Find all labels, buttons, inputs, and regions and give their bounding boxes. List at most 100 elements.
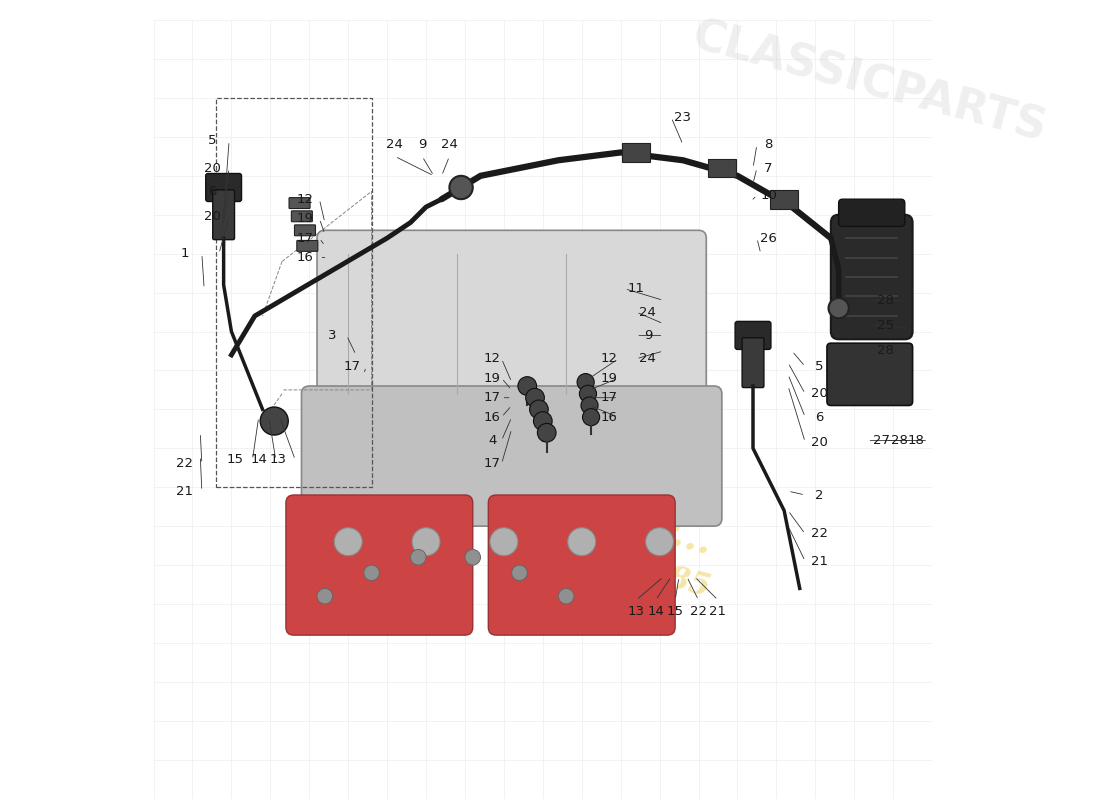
Text: 26: 26 — [760, 232, 777, 245]
Text: 14: 14 — [250, 454, 267, 466]
Text: 6: 6 — [815, 410, 824, 424]
Text: 28: 28 — [877, 294, 894, 307]
Circle shape — [538, 423, 556, 442]
Text: 20: 20 — [811, 387, 827, 400]
Text: 20: 20 — [811, 435, 827, 449]
Circle shape — [568, 528, 596, 556]
Text: 24: 24 — [639, 306, 657, 318]
Text: 28: 28 — [891, 434, 908, 447]
Circle shape — [465, 550, 481, 565]
Text: 20: 20 — [204, 162, 220, 174]
Text: 8: 8 — [764, 138, 773, 151]
Text: 21: 21 — [176, 485, 194, 498]
Circle shape — [578, 374, 594, 390]
Text: 11: 11 — [628, 282, 645, 295]
Circle shape — [317, 589, 332, 604]
Text: 14: 14 — [647, 606, 664, 618]
Text: 19: 19 — [484, 372, 500, 385]
Text: 24: 24 — [639, 352, 657, 366]
Text: 1: 1 — [180, 247, 189, 260]
FancyBboxPatch shape — [289, 198, 310, 209]
Text: 10: 10 — [760, 189, 777, 202]
Text: 9: 9 — [418, 138, 427, 151]
Circle shape — [512, 565, 527, 581]
FancyBboxPatch shape — [206, 174, 242, 202]
FancyBboxPatch shape — [212, 190, 234, 240]
Text: 22: 22 — [690, 606, 707, 618]
FancyBboxPatch shape — [838, 199, 905, 226]
Text: 7: 7 — [764, 162, 773, 174]
Text: 21: 21 — [811, 554, 827, 568]
FancyBboxPatch shape — [297, 241, 318, 251]
Circle shape — [412, 528, 440, 556]
Circle shape — [518, 377, 537, 395]
Circle shape — [581, 397, 598, 414]
FancyBboxPatch shape — [295, 225, 316, 236]
Text: 19: 19 — [601, 372, 617, 385]
Text: since 1985: since 1985 — [528, 526, 714, 604]
Circle shape — [583, 409, 600, 426]
Text: 23: 23 — [674, 111, 692, 124]
Text: 25: 25 — [877, 318, 894, 332]
Text: 16: 16 — [484, 410, 500, 424]
Text: 17: 17 — [297, 232, 313, 245]
Circle shape — [410, 550, 426, 565]
Text: 24: 24 — [386, 138, 404, 151]
Text: 6: 6 — [208, 185, 216, 198]
Bar — [623, 143, 650, 162]
Text: 17: 17 — [601, 391, 617, 404]
Circle shape — [334, 528, 362, 556]
Text: 5: 5 — [815, 360, 824, 373]
Text: 22: 22 — [176, 458, 194, 470]
Text: 16: 16 — [297, 251, 313, 264]
Text: 19: 19 — [297, 212, 313, 225]
Text: 16: 16 — [601, 410, 617, 424]
Text: 15: 15 — [227, 454, 244, 466]
Circle shape — [534, 412, 552, 430]
Text: 17: 17 — [484, 458, 500, 470]
Text: 21: 21 — [710, 606, 726, 618]
Text: 13: 13 — [628, 606, 645, 618]
Bar — [708, 158, 736, 178]
FancyBboxPatch shape — [827, 343, 913, 406]
FancyBboxPatch shape — [830, 214, 913, 339]
Text: 20: 20 — [204, 210, 220, 223]
Text: 3: 3 — [329, 329, 337, 342]
Text: 17: 17 — [484, 391, 500, 404]
Circle shape — [450, 176, 473, 199]
Circle shape — [529, 400, 548, 418]
FancyBboxPatch shape — [317, 230, 706, 417]
Text: 12: 12 — [484, 352, 500, 366]
Text: 27: 27 — [873, 434, 890, 447]
FancyBboxPatch shape — [292, 211, 312, 222]
Text: 9: 9 — [644, 329, 652, 342]
Circle shape — [261, 407, 288, 435]
Text: 12: 12 — [601, 352, 617, 366]
Text: a passion for...: a passion for... — [400, 443, 716, 562]
Circle shape — [580, 386, 596, 402]
Text: 24: 24 — [441, 138, 458, 151]
Text: 18: 18 — [908, 434, 925, 447]
Bar — [770, 190, 799, 209]
Text: 13: 13 — [270, 454, 287, 466]
Text: 2: 2 — [815, 489, 824, 502]
FancyBboxPatch shape — [286, 495, 473, 635]
Text: 5: 5 — [208, 134, 217, 147]
Text: 4: 4 — [488, 434, 496, 447]
FancyBboxPatch shape — [742, 338, 763, 387]
Circle shape — [559, 589, 574, 604]
Circle shape — [526, 388, 544, 407]
Circle shape — [646, 528, 673, 556]
FancyBboxPatch shape — [488, 495, 675, 635]
Text: 15: 15 — [667, 606, 684, 618]
Text: 22: 22 — [811, 527, 827, 541]
Text: CLASSICPARTS: CLASSICPARTS — [688, 14, 1052, 150]
Bar — [216, 98, 372, 487]
Text: 17: 17 — [343, 360, 361, 373]
FancyBboxPatch shape — [735, 322, 771, 350]
FancyBboxPatch shape — [301, 386, 722, 526]
Circle shape — [490, 528, 518, 556]
Circle shape — [364, 565, 380, 581]
Circle shape — [828, 298, 849, 318]
Text: 12: 12 — [297, 193, 313, 206]
